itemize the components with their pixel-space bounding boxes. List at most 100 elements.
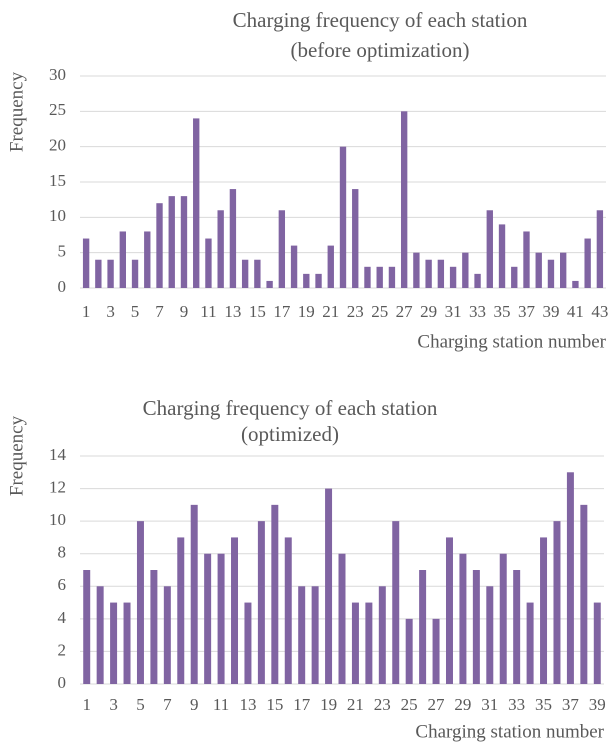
bar <box>572 280 579 288</box>
bar <box>388 266 396 288</box>
bar <box>180 196 188 288</box>
x-tick-label: 35 <box>494 302 511 321</box>
x-tick-label: 35 <box>535 695 552 714</box>
bar <box>338 553 346 684</box>
bar <box>339 146 347 288</box>
bar <box>486 586 494 684</box>
bar <box>150 570 158 684</box>
bar <box>271 504 279 684</box>
bar <box>231 537 239 684</box>
bar <box>392 521 400 684</box>
bar <box>425 259 432 288</box>
bar <box>566 472 574 684</box>
x-tick-label: 19 <box>298 302 315 321</box>
bar <box>376 266 383 288</box>
bar <box>378 586 386 684</box>
bar <box>486 210 493 288</box>
x-axis-title: Charging station number <box>417 331 606 352</box>
x-tick-label: 15 <box>266 695 283 714</box>
x-tick-label: 9 <box>180 302 189 321</box>
bar <box>513 570 521 684</box>
bar <box>311 586 319 684</box>
x-tick-label: 33 <box>508 695 525 714</box>
y-tick-label: 10 <box>49 510 66 529</box>
bar <box>364 266 371 288</box>
x-tick-label: 19 <box>320 695 337 714</box>
y-tick-label: 5 <box>58 242 67 261</box>
bar <box>593 602 601 684</box>
x-tick-label: 13 <box>224 302 241 321</box>
x-tick-label: 43 <box>591 302 608 321</box>
bar <box>365 602 373 684</box>
x-tick-label: 37 <box>562 695 580 714</box>
x-tick-label: 17 <box>293 695 311 714</box>
x-tick-label: 27 <box>428 695 446 714</box>
bar <box>580 504 588 684</box>
x-tick-label: 37 <box>518 302 536 321</box>
y-tick-label: 14 <box>49 445 67 464</box>
bar <box>136 521 144 684</box>
bar <box>290 245 298 288</box>
x-tick-label: 11 <box>213 695 229 714</box>
bar <box>535 252 542 288</box>
x-tick-label: 31 <box>445 302 462 321</box>
bar <box>205 238 212 288</box>
bar <box>511 266 518 288</box>
y-tick-label: 0 <box>58 673 67 692</box>
x-tick-label: 25 <box>401 695 418 714</box>
bar <box>144 231 151 288</box>
bar <box>298 586 306 684</box>
bar <box>498 224 506 288</box>
bar <box>229 189 237 288</box>
bar <box>474 273 481 288</box>
bar <box>241 259 249 288</box>
x-tick-label: 21 <box>322 302 339 321</box>
bar <box>540 537 548 684</box>
bar <box>449 266 457 288</box>
x-tick-label: 7 <box>163 695 172 714</box>
bar <box>547 259 555 288</box>
x-tick-label: 41 <box>567 302 584 321</box>
bar <box>257 521 265 684</box>
bar <box>168 196 175 288</box>
bar <box>432 618 440 684</box>
bar <box>445 537 453 684</box>
bar <box>244 602 252 684</box>
y-tick-label: 12 <box>49 477 66 496</box>
chart-title: Charging frequency of each station <box>233 8 528 32</box>
bar <box>95 259 102 288</box>
bar <box>193 118 200 289</box>
bar <box>278 210 286 288</box>
x-tick-label: 1 <box>82 695 91 714</box>
y-tick-label: 15 <box>49 171 66 190</box>
bar <box>413 252 420 288</box>
x-tick-label: 31 <box>481 695 498 714</box>
x-tick-label: 29 <box>454 695 471 714</box>
x-tick-label: 25 <box>371 302 388 321</box>
bar <box>83 570 91 684</box>
y-tick-label: 6 <box>58 575 67 594</box>
y-tick-label: 10 <box>49 206 66 225</box>
bar <box>204 553 212 684</box>
x-tick-label: 3 <box>106 302 115 321</box>
bar <box>315 273 322 288</box>
x-tick-label: 23 <box>374 695 391 714</box>
bar <box>119 231 126 288</box>
x-tick-label: 15 <box>249 302 266 321</box>
bar <box>499 553 507 684</box>
x-tick-label: 5 <box>136 695 145 714</box>
bar <box>400 111 408 288</box>
bar <box>163 586 171 684</box>
y-axis-title: Frequency <box>6 71 27 152</box>
bar <box>190 504 198 684</box>
chart-title: (optimized) <box>241 422 339 446</box>
bar <box>584 238 591 288</box>
x-tick-label: 33 <box>469 302 486 321</box>
bar <box>266 280 273 288</box>
y-tick-label: 25 <box>49 100 66 119</box>
bar <box>352 189 359 288</box>
bar <box>472 570 480 684</box>
x-tick-label: 39 <box>589 695 606 714</box>
bar <box>437 259 445 288</box>
